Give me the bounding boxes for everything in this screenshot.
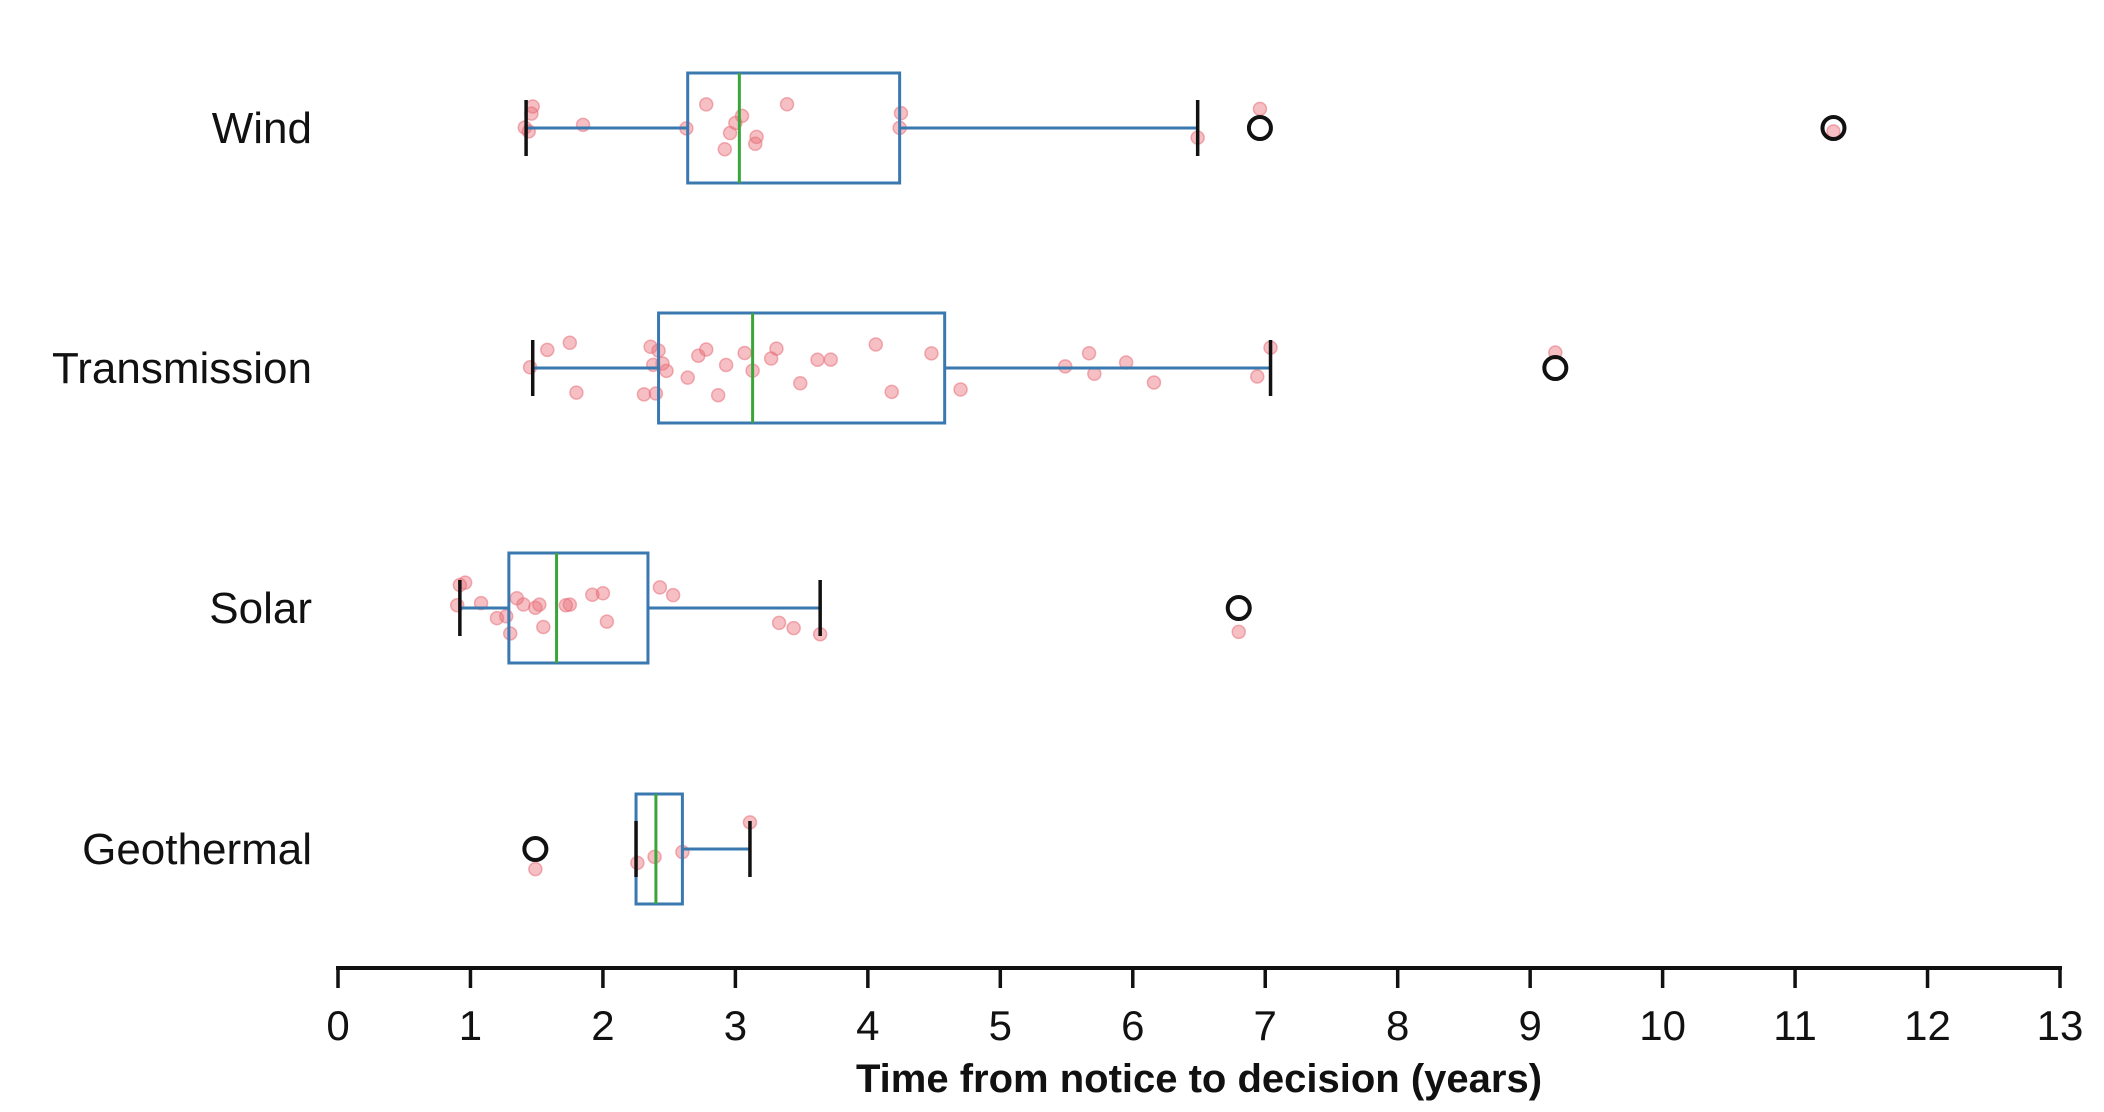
box-group-solar (458, 551, 822, 665)
x-tick-label-6: 6 (1121, 1002, 1144, 1049)
data-point-transmission (710, 387, 726, 403)
data-point-solar (771, 615, 787, 631)
data-point-transmission (659, 363, 674, 379)
outlier-solar (1225, 595, 1252, 621)
box-geothermal (634, 792, 684, 906)
data-point-solar (532, 597, 547, 612)
data-point-transmission (1250, 369, 1265, 384)
data-point-solar (449, 597, 465, 613)
data-point-transmission (868, 337, 884, 352)
data-point-wind (717, 141, 733, 157)
x-tick-label-5: 5 (989, 1002, 1012, 1049)
data-point-transmission (953, 382, 968, 397)
data-point-wind (734, 108, 750, 124)
x-tick-label-10: 10 (1639, 1002, 1686, 1049)
data-point-solar (585, 587, 600, 603)
box-transmission (657, 311, 947, 425)
category-label-geothermal: Geothermal (82, 825, 312, 874)
data-point-transmission (569, 385, 584, 400)
data-point-transmission (737, 345, 752, 361)
data-point-transmission (1057, 359, 1073, 374)
x-tick-label-11: 11 (1773, 1002, 1817, 1049)
category-label-solar: Solar (209, 584, 312, 633)
outlier-wind (1246, 115, 1273, 141)
jitter-points-layer (449, 97, 1841, 877)
x-tick-label-9: 9 (1518, 1002, 1541, 1049)
x-tick-label-12: 12 (1904, 1002, 1951, 1049)
data-point-transmission (1081, 345, 1097, 361)
data-point-transmission (924, 346, 939, 361)
outlier-transmission (1542, 355, 1569, 381)
x-tick-label-1: 1 (459, 1002, 482, 1049)
category-label-wind: Wind (212, 104, 312, 153)
x-tick-label-4: 4 (856, 1002, 879, 1049)
data-point-transmission (540, 342, 555, 358)
x-tick-label-13: 13 (2037, 1002, 2084, 1049)
outlier-wind (1820, 115, 1847, 141)
x-axis: 0 1 2 3 4 5 6 7 8 9 10 11 12 13 (326, 966, 2084, 1049)
outliers-layer (522, 115, 1847, 862)
data-point-transmission (884, 384, 899, 400)
x-tick-label-8: 8 (1386, 1002, 1409, 1049)
outlier-geothermal (522, 836, 549, 862)
data-point-geothermal (528, 861, 543, 877)
x-tick-label-7: 7 (1254, 1002, 1277, 1049)
data-point-transmission (823, 352, 839, 367)
box-wind (686, 71, 902, 185)
data-point-solar (473, 595, 489, 611)
box-group-transmission (530, 311, 1273, 425)
x-tick-label-2: 2 (591, 1002, 614, 1049)
data-point-wind (1252, 101, 1268, 117)
data-point-transmission (680, 370, 695, 385)
data-point-solar (786, 620, 801, 636)
data-point-solar (652, 580, 668, 595)
data-point-transmission (562, 335, 578, 351)
data-point-transmission (718, 357, 734, 373)
data-point-solar (665, 587, 681, 603)
x-tick-label-0: 0 (326, 1002, 349, 1049)
data-point-solar (599, 614, 615, 629)
data-point-transmission (698, 342, 714, 357)
data-point-transmission (793, 376, 808, 391)
data-point-solar (562, 597, 578, 612)
box-group-geothermal (634, 792, 752, 906)
data-point-transmission (769, 341, 784, 356)
data-point-solar (516, 597, 531, 612)
data-point-transmission (636, 387, 652, 402)
data-point-wind (698, 97, 714, 112)
box-solar (507, 551, 650, 665)
box-group-wind (524, 71, 1200, 185)
data-point-wind (779, 97, 795, 112)
data-point-transmission (648, 386, 664, 401)
x-tick-label-3: 3 (724, 1002, 747, 1049)
data-point-solar (595, 586, 611, 601)
data-point-solar (536, 619, 551, 635)
data-point-transmission (1146, 375, 1162, 390)
data-point-wind (749, 129, 764, 145)
x-axis-title: Time from notice to decision (years) (856, 1057, 1542, 1101)
boxes-layer (458, 71, 1273, 906)
category-labels: Wind Transmission Solar Geothermal (52, 104, 312, 874)
data-point-solar (498, 608, 514, 624)
data-point-transmission (810, 352, 825, 367)
category-label-transmission: Transmission (52, 344, 312, 393)
data-point-solar (1231, 624, 1246, 640)
